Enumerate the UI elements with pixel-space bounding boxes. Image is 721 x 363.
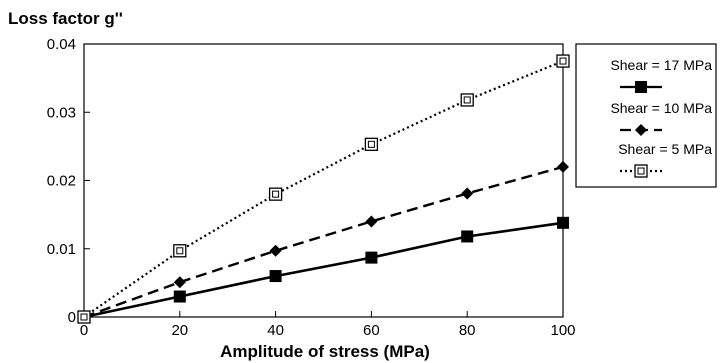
legend-marker-2: [634, 164, 648, 178]
series-1-point: [557, 160, 569, 173]
series-0-point: [269, 270, 282, 283]
x-tick-label: 40: [267, 322, 284, 339]
series-0-point: [173, 290, 186, 303]
x-tick-label: 0: [80, 322, 88, 339]
y-tick-label: 0.03: [47, 104, 76, 121]
series-1-point: [365, 215, 378, 228]
legend-marker-0: [635, 81, 647, 93]
x-tick-label: 100: [550, 322, 575, 339]
x-axis-title: Amplitude of stress (MPa): [220, 342, 430, 361]
y-tick-label: 0.04: [47, 36, 76, 53]
series-0-point: [557, 216, 569, 229]
x-tick-label: 80: [459, 322, 476, 339]
series-1-point: [173, 276, 186, 289]
series-1-point: [461, 187, 474, 200]
y-axis-ticks: 0 0.01 0.02 0.03 0.04: [47, 36, 90, 326]
series-layer: [77, 54, 570, 324]
series-0-point: [461, 230, 474, 243]
y-tick-label: 0.02: [47, 173, 76, 190]
x-tick-label: 60: [363, 322, 380, 339]
series-1-point: [269, 244, 282, 257]
series-2-point: [460, 93, 474, 107]
legend: Shear = 17 MPa Shear = 10 MPa Shear = 5 MP…: [610, 57, 712, 178]
y-tick-label: 0.01: [47, 241, 76, 258]
plot-frame: [83, 43, 564, 318]
legend-box: [575, 43, 717, 188]
series-2-point: [173, 244, 187, 258]
series-line-0: [83, 221, 564, 319]
y-tick-label: 0: [68, 309, 76, 326]
series-2-point: [364, 137, 379, 151]
series-line-2: [83, 60, 564, 318]
series-2-point: [268, 187, 283, 201]
y-axis-title: Loss factor g'': [8, 9, 123, 28]
series-0-point: [365, 251, 378, 264]
series-2-point: [556, 54, 570, 68]
series-line-1: [83, 165, 564, 319]
legend-marker-1: [635, 124, 647, 136]
legend-label: Shear = 5 MPa: [618, 141, 712, 157]
legend-label: Shear = 10 MPa: [610, 100, 712, 116]
x-tick-label: 20: [171, 322, 188, 339]
x-axis-ticks: 0 20 40 60 80 100: [80, 311, 576, 339]
legend-label: Shear = 17 MPa: [610, 57, 712, 73]
series-2-point: [77, 310, 91, 324]
